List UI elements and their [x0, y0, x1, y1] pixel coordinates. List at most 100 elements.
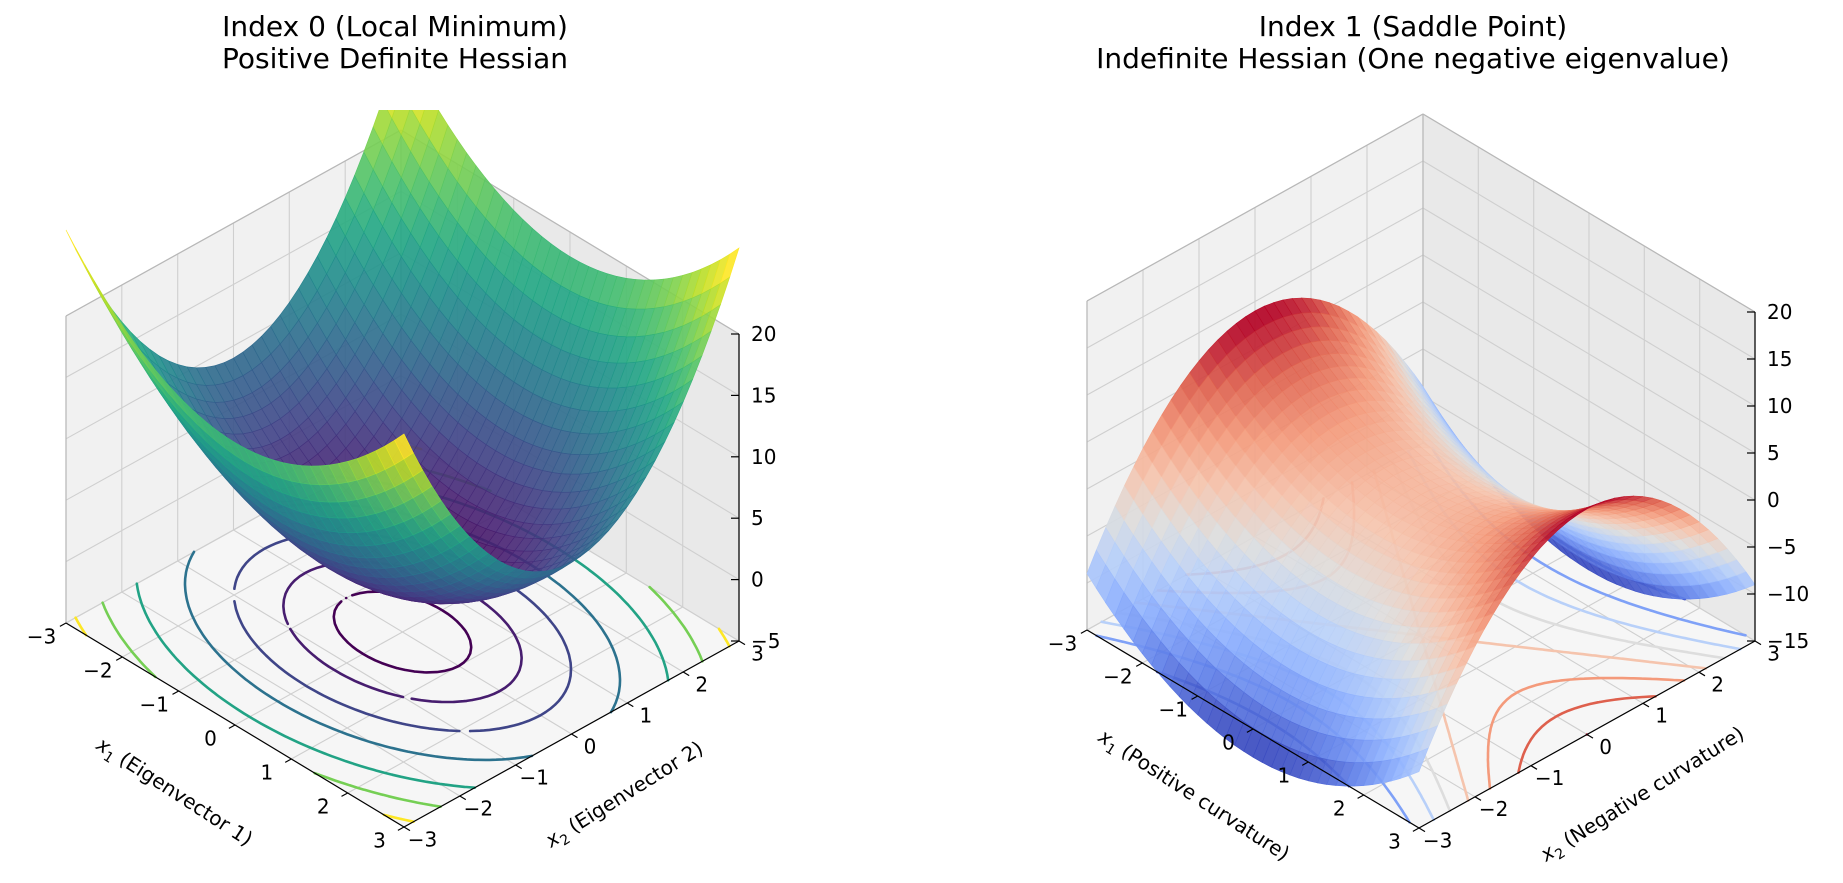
gridline — [1422, 348, 1756, 548]
y-tick-mark — [1698, 671, 1706, 677]
x-tick-mark — [1135, 662, 1143, 667]
x-tick-label: −3 — [1048, 632, 1077, 656]
x-axis-line — [1086, 629, 1420, 829]
x-tick-label: −2 — [1103, 665, 1132, 689]
z-tick-label: 10 — [1767, 394, 1792, 418]
x-tick-mark — [1080, 629, 1088, 634]
gridline — [1422, 207, 1756, 407]
y-tick-mark — [626, 702, 634, 708]
surface — [1086, 297, 1756, 787]
y-tick-mark — [571, 733, 578, 739]
y-tick-mark — [1754, 640, 1762, 646]
contour-line — [282, 560, 523, 704]
y-tick-mark — [682, 671, 690, 677]
y-tick-label: 3 — [751, 641, 764, 665]
y-tick-mark — [1530, 765, 1538, 770]
surface-patch — [1409, 747, 1429, 776]
pane-edge — [1422, 113, 1756, 313]
y-tick-mark — [1418, 827, 1426, 833]
x-tick-label: −1 — [139, 693, 168, 717]
y-tick-mark — [459, 795, 467, 801]
y-tick-label: −2 — [464, 796, 493, 820]
panel-local-minimum: Index 0 (Local Minimum) Positive Definit… — [27, 10, 781, 856]
y-tick-label: 2 — [1711, 673, 1724, 697]
y-tick-label: 0 — [584, 734, 597, 758]
y-axis-line — [403, 640, 740, 828]
pane-edge — [1086, 113, 1424, 302]
gridline — [1086, 160, 1424, 349]
y-tick-mark — [738, 640, 746, 646]
x-tick-mark — [1301, 761, 1309, 766]
chart-title-line1: Index 1 (Saddle Point) — [1259, 10, 1567, 43]
gridline — [121, 591, 461, 797]
y-tick-mark — [1474, 796, 1482, 801]
chart-title-line2: Positive Definite Hessian — [222, 42, 568, 75]
x-tick-label: −3 — [27, 625, 56, 649]
x-tick-mark — [284, 758, 292, 763]
z-tick-label: 20 — [751, 322, 776, 346]
y-tick-label: −1 — [519, 765, 548, 789]
y-tick-mark — [515, 764, 523, 770]
y-tick-label: 1 — [1655, 704, 1668, 728]
z-tick-label: −5 — [1767, 535, 1796, 559]
x-tick-mark — [172, 690, 179, 695]
x-tick-mark — [1246, 728, 1254, 733]
y-tick-label: −3 — [408, 827, 437, 851]
plot-area — [65, 110, 740, 823]
chart-title-line1: Index 0 (Local Minimum) — [222, 10, 568, 43]
x-tick-mark — [341, 792, 348, 797]
y-tick-label: 0 — [1599, 735, 1612, 759]
x-tick-label: 3 — [1388, 830, 1401, 854]
gridline — [1422, 254, 1756, 454]
x-tick-mark — [228, 724, 236, 729]
gridline — [1422, 301, 1756, 501]
x-tick-label: 1 — [1278, 764, 1291, 788]
z-tick-label: −5 — [751, 629, 780, 653]
x-tick-label: −1 — [1158, 698, 1187, 722]
x-tick-label: 1 — [261, 761, 274, 785]
y-axis-label: x2 (Eigenvector 2) — [540, 736, 709, 856]
y-tick-label: 3 — [1767, 641, 1780, 665]
y-tick-label: −3 — [1423, 828, 1452, 852]
y-tick-mark — [403, 826, 411, 832]
pane-edge — [65, 129, 402, 317]
z-tick-label: 15 — [1767, 347, 1792, 371]
y-tick-mark — [1642, 702, 1650, 708]
x-tick-label: 2 — [317, 795, 330, 819]
x-tick-mark — [1357, 794, 1364, 799]
z-tick-label: −15 — [1767, 629, 1809, 653]
x-axis-label: x1 (Eigenvector 1) — [89, 732, 257, 855]
z-tick-label: 5 — [751, 506, 764, 530]
y-tick-label: 1 — [640, 703, 653, 727]
y-tick-label: −2 — [1479, 797, 1508, 821]
gridline — [233, 529, 572, 735]
gridline — [1086, 207, 1424, 396]
x-tick-mark — [59, 622, 67, 627]
x-tick-label: 0 — [1222, 731, 1235, 755]
x-tick-label: −2 — [83, 659, 112, 683]
x-tick-label: 2 — [1333, 797, 1346, 821]
y-tick-label: −1 — [1535, 766, 1564, 790]
plot-area — [1086, 297, 1756, 824]
y-tick-label: 2 — [695, 672, 708, 696]
x-tick-mark — [1191, 695, 1198, 700]
z-tick-label: −10 — [1767, 582, 1809, 606]
surface-patch — [394, 433, 414, 460]
y-tick-mark — [1586, 733, 1594, 739]
z-tick-label: 0 — [1767, 488, 1780, 512]
x-tick-label: 3 — [373, 829, 386, 853]
z-tick-label: 5 — [1767, 441, 1780, 465]
x-tick-mark — [1412, 827, 1420, 832]
panel-saddle-point: Index 1 (Saddle Point) Indefinite Hessia… — [1048, 10, 1809, 867]
z-tick-label: 20 — [1767, 300, 1792, 324]
gridline — [1422, 160, 1756, 360]
z-tick-label: 15 — [751, 383, 776, 407]
x-tick-mark — [397, 826, 405, 831]
x-tick-mark — [115, 656, 123, 661]
x-tick-label: 0 — [204, 727, 217, 751]
x-axis-line — [65, 622, 405, 828]
y-axis-line — [1418, 640, 1756, 829]
